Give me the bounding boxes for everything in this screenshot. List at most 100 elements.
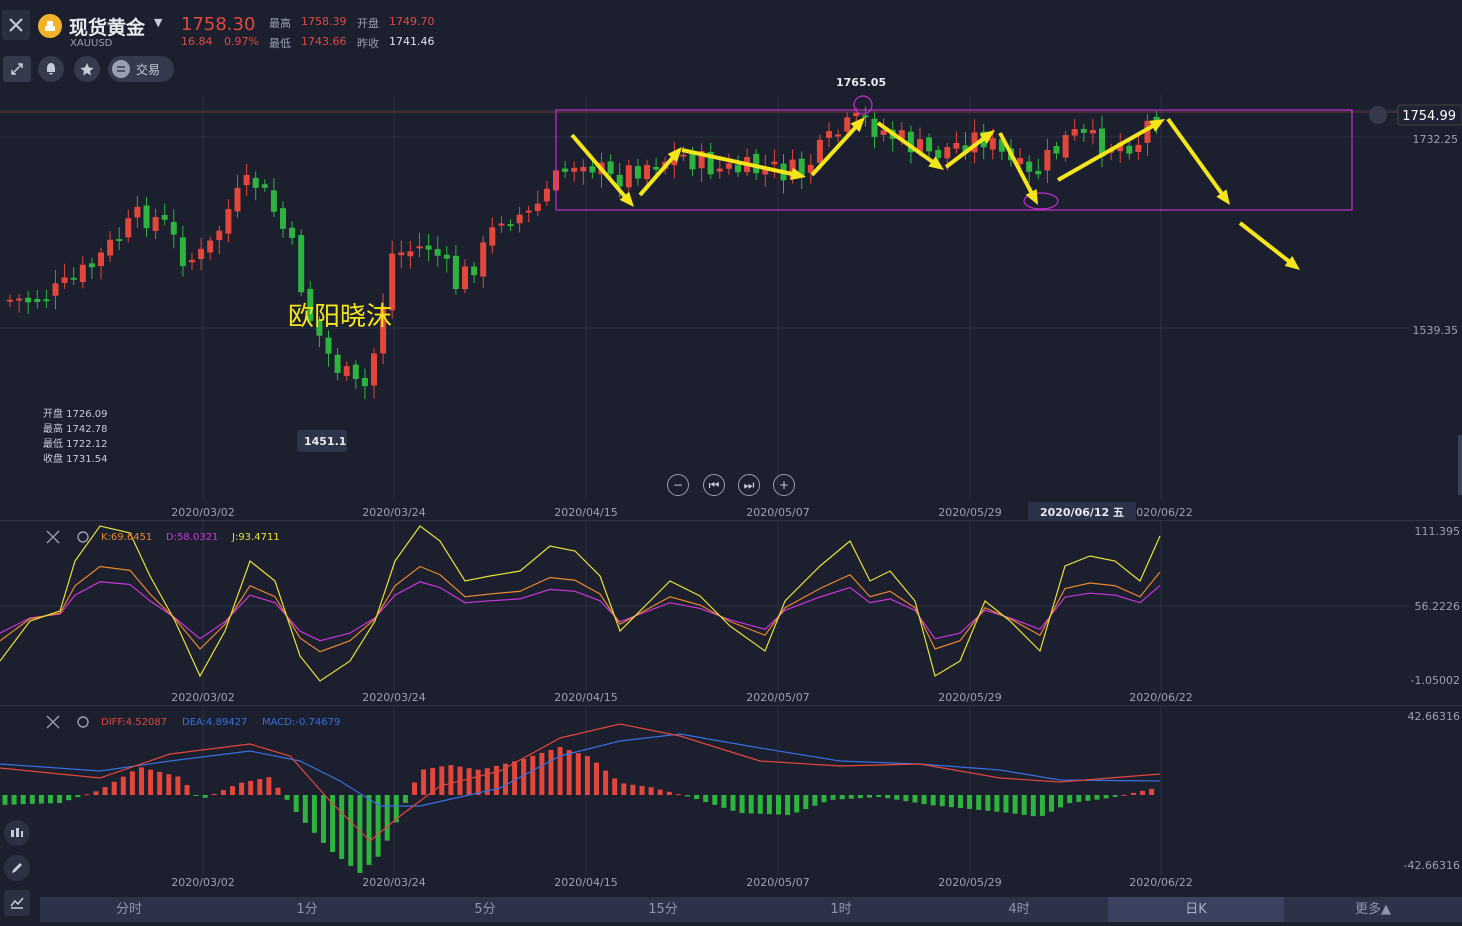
high-value: 1758.39 <box>301 15 347 28</box>
chevron-down-icon[interactable]: ▼ <box>154 16 163 29</box>
step-forward-button[interactable]: ⏭ <box>738 474 760 496</box>
panel-divider <box>0 705 1462 706</box>
tab-daily[interactable]: 日K <box>1108 897 1284 922</box>
macd-histogram-bar <box>1012 795 1018 814</box>
macd-histogram-bar <box>1003 795 1009 813</box>
candle-body <box>1017 158 1024 165</box>
candle-body <box>34 298 41 302</box>
chart-type-button[interactable] <box>4 890 30 916</box>
settings-macd-icon[interactable] <box>77 716 89 728</box>
tab-1min[interactable]: 1分 <box>296 902 318 917</box>
zoom-in-icon: + <box>778 478 790 492</box>
kdj-chart[interactable]: K:69.6451 D:58.0321 J:93.4711 111.395 56.222… <box>0 521 1462 705</box>
macd-histogram-bar <box>1094 795 1100 800</box>
trade-icon <box>112 60 130 78</box>
tab-4hour[interactable]: 4时 <box>1008 902 1030 917</box>
indicator-tool-button[interactable] <box>4 820 30 846</box>
trend-arrow-head <box>667 147 682 163</box>
candle-body <box>70 277 77 280</box>
candle-body <box>826 131 832 138</box>
trend-arrow <box>1238 221 1294 266</box>
macd-histogram-bar <box>885 795 891 799</box>
candle-body <box>653 166 660 170</box>
price-alert-bell-icon[interactable] <box>1369 106 1387 124</box>
macd-histogram-bar <box>630 784 636 795</box>
macd-chart[interactable]: DIFF:4.52087 DEA:4.89427 MACD:-0.74679 42.6… <box>0 706 1462 896</box>
candle-body <box>398 252 405 256</box>
macd-histogram-bar <box>402 795 408 803</box>
macd-histogram-bar <box>184 785 190 795</box>
x-tick-label: 2020/03/02 <box>171 506 234 519</box>
candle-body <box>170 221 177 235</box>
tab-more[interactable]: 更多▲ <box>1355 902 1391 917</box>
macd-histogram-bar <box>812 795 818 806</box>
candle-body <box>234 187 241 212</box>
candle-body <box>225 209 232 234</box>
macd-histogram-bar <box>75 795 81 798</box>
candle-body <box>261 184 268 188</box>
macd-histogram-bar <box>912 795 918 803</box>
macd-histogram-bar <box>48 795 53 804</box>
candle-body <box>735 164 741 173</box>
tab-time-share[interactable]: 分时 <box>115 902 142 917</box>
draw-tool-button[interactable] <box>4 855 30 881</box>
kdj-k-value: K:69.6451 <box>101 532 152 543</box>
candle-body <box>189 259 195 263</box>
macd-histogram-bar <box>958 795 963 809</box>
step-back-button[interactable]: ⏮ <box>703 474 725 496</box>
close-kdj-icon[interactable] <box>46 530 60 544</box>
trend-arrow <box>638 153 677 197</box>
instrument-title[interactable]: 现货黄金 <box>69 17 146 39</box>
macd-histogram-bar <box>175 776 181 795</box>
macd-histogram-bar <box>321 795 326 843</box>
macd-histogram-bar <box>503 763 508 795</box>
macd-histogram-bar <box>612 778 618 795</box>
y-tick-label: -1.05002 <box>1411 674 1460 687</box>
macd-histogram-bar <box>748 795 754 814</box>
macd-histogram-bar <box>166 774 172 795</box>
macd-histogram-bar <box>239 782 245 795</box>
macd-histogram-bar <box>739 795 745 814</box>
trend-arrow <box>1057 122 1158 182</box>
candle-body <box>698 151 705 169</box>
close-macd-icon[interactable] <box>46 715 60 729</box>
alert-button[interactable] <box>38 56 64 82</box>
macd-histogram-bar <box>339 795 345 859</box>
candle-body <box>316 320 323 336</box>
zoom-out-button[interactable]: − <box>667 474 689 496</box>
candle-body <box>771 161 778 165</box>
trade-label: 交易 <box>136 63 161 77</box>
tab-15min[interactable]: 15分 <box>648 902 678 917</box>
candle-body <box>944 147 951 159</box>
macd-histogram-bar <box>1067 795 1073 804</box>
close-button[interactable] <box>2 10 30 40</box>
macd-histogram-bar <box>575 753 581 795</box>
current-price-label: 1754.99 <box>1402 109 1456 124</box>
tab-5min[interactable]: 5分 <box>474 902 496 917</box>
kdj-j-line <box>0 525 1161 682</box>
candle-body <box>116 239 123 242</box>
favorite-button[interactable] <box>74 56 100 82</box>
trend-arrow-head <box>1216 189 1230 205</box>
settings-kdj-icon[interactable] <box>77 531 89 543</box>
compress-button[interactable] <box>3 56 31 82</box>
candle-body <box>1144 120 1151 143</box>
candle-body <box>143 205 150 229</box>
right-edge-handle[interactable] <box>1458 435 1462 495</box>
macd-histogram-bar <box>211 793 217 795</box>
tab-1hour[interactable]: 1时 <box>830 902 852 917</box>
crosshair-date-bg <box>1028 502 1136 520</box>
zoom-in-button[interactable]: + <box>773 474 795 496</box>
trend-arrow <box>681 148 797 177</box>
candle-body <box>816 139 823 163</box>
ohlc-info-row: 收盘 1731.54 <box>43 452 108 465</box>
candle-body <box>107 239 114 256</box>
trend-arrow <box>570 133 629 201</box>
macd-histogram-bar <box>803 795 809 810</box>
trade-button[interactable]: 交易 <box>108 56 174 82</box>
macd-histogram-bar <box>475 769 481 795</box>
kline-chart[interactable]: 黄金日K图欧阳晓沫1732.251539.351754.992020/03/02… <box>0 95 1462 520</box>
trend-arrow-head <box>850 117 865 133</box>
macd-histogram-bar <box>220 790 226 795</box>
candle-body <box>380 306 387 354</box>
